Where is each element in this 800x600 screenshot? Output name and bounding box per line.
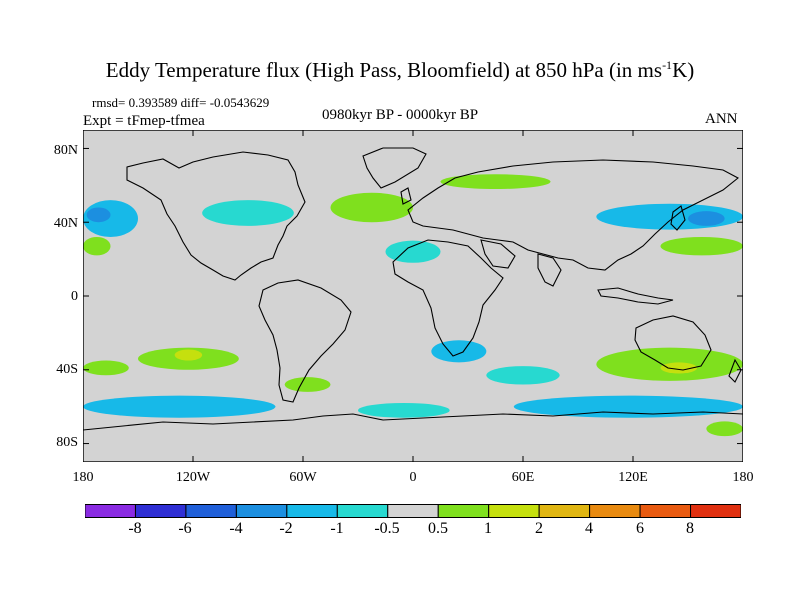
- experiment-label: Expt = tFmep-tfmea: [83, 113, 205, 129]
- lat-label-80n: 80N: [53, 143, 78, 158]
- coast-arabia: [480, 239, 516, 269]
- colorbar-swatch: [336, 504, 389, 518]
- anomaly-north-america-negative: [202, 200, 294, 226]
- colorbar-label: -2: [279, 520, 293, 537]
- lon-label-60e: 60E: [511, 470, 535, 485]
- coast-uk: [400, 187, 412, 205]
- anomaly-south-atlantic-negative-band: [358, 402, 450, 418]
- coast-new-zealand: [728, 358, 742, 383]
- colorbar-label: -6: [178, 520, 192, 537]
- colorbar-label: -8: [128, 520, 142, 537]
- season-label: ANN: [705, 111, 738, 127]
- coast-japan: [670, 205, 686, 231]
- colorbar-swatch: [589, 504, 641, 518]
- colorbar-swatch: [488, 504, 540, 518]
- anomaly-north-pacific-east-positive: [83, 236, 111, 256]
- colorbar-label: 0.5: [428, 520, 448, 537]
- colorbar-swatch: [538, 504, 591, 518]
- lat-label-40n: 40N: [53, 216, 78, 231]
- coast-north-america: [126, 151, 306, 281]
- anomaly-indian-ocean-negative: [486, 366, 560, 385]
- anomaly-australia-core: [660, 362, 698, 374]
- anomaly-antarctic-east-positive: [706, 421, 743, 437]
- anomaly-north-pacific-east-core: [86, 207, 111, 223]
- lon-label-120e: 120E: [618, 470, 648, 485]
- colorbar-label: 4: [585, 520, 593, 537]
- anomaly-south-africa-negative: [431, 340, 487, 363]
- colorbar-swatch: [134, 504, 187, 518]
- coast-antarctica: [83, 411, 743, 431]
- anomaly-south-pacific-negative-band: [83, 395, 276, 418]
- lat-label-40s: 40S: [56, 362, 78, 377]
- colorbar-label: -1: [330, 520, 344, 537]
- anomaly-north-atlantic-positive: [330, 192, 413, 223]
- colorbar: [85, 504, 741, 518]
- world-map: [83, 130, 743, 462]
- lon-label-180e: 180: [732, 470, 754, 485]
- colorbar-swatch: [185, 504, 237, 518]
- lat-label-equator: 0: [71, 289, 78, 304]
- colorbar-label: -0.5: [374, 520, 400, 537]
- period-label: 0980kyr BP - 0000kyr BP: [322, 107, 479, 123]
- anomaly-eurasia-positive: [440, 174, 551, 190]
- anomaly-north-pacific-west-positive: [660, 236, 743, 256]
- colorbar-swatch: [639, 504, 692, 518]
- coast-south-america: [258, 279, 352, 403]
- lon-label-60w: 60W: [289, 470, 317, 485]
- anomaly-south-pacific-small-positive: [83, 360, 129, 376]
- colorbar-swatch: [235, 504, 288, 518]
- anomaly-west-pacific-core: [688, 211, 725, 226]
- anomaly-south-pacific-core: [174, 349, 203, 361]
- coast-australia: [634, 315, 712, 371]
- plot-title: Eddy Temperature flux (High Pass, Bloomf…: [105, 58, 695, 82]
- colorbar-swatch: [85, 504, 136, 518]
- anomaly-south-atlantic-positive: [284, 377, 331, 392]
- coastlines: [83, 147, 743, 431]
- colorbar-label: -4: [229, 520, 243, 537]
- coast-eurasia: [407, 159, 739, 271]
- coast-africa: [392, 239, 504, 357]
- anomaly-southern-ocean-negative-band: [513, 395, 743, 418]
- lon-label-120w: 120W: [175, 470, 211, 485]
- anomaly-regions: [83, 174, 743, 437]
- colorbar-label: 1: [484, 520, 492, 537]
- colorbar-swatch: [690, 504, 741, 518]
- lat-label-80s: 80S: [56, 435, 78, 450]
- coast-indonesia: [597, 287, 674, 305]
- stats-label: rmsd= 0.393589 diff= -0.0543629: [92, 95, 270, 110]
- lon-label-0: 0: [409, 470, 417, 485]
- colorbar-label: 8: [686, 520, 694, 537]
- colorbar-label: 2: [535, 520, 543, 537]
- colorbar-swatch: [437, 504, 490, 518]
- coast-india: [537, 253, 562, 287]
- anomaly-mediterranean-negative: [385, 240, 441, 263]
- colorbar-swatch: [286, 504, 338, 518]
- lon-label-180w: 180: [72, 470, 94, 485]
- coast-greenland: [362, 147, 427, 189]
- axis-ticks: [83, 130, 743, 462]
- colorbar-swatch: [387, 504, 439, 518]
- colorbar-label: 6: [636, 520, 644, 537]
